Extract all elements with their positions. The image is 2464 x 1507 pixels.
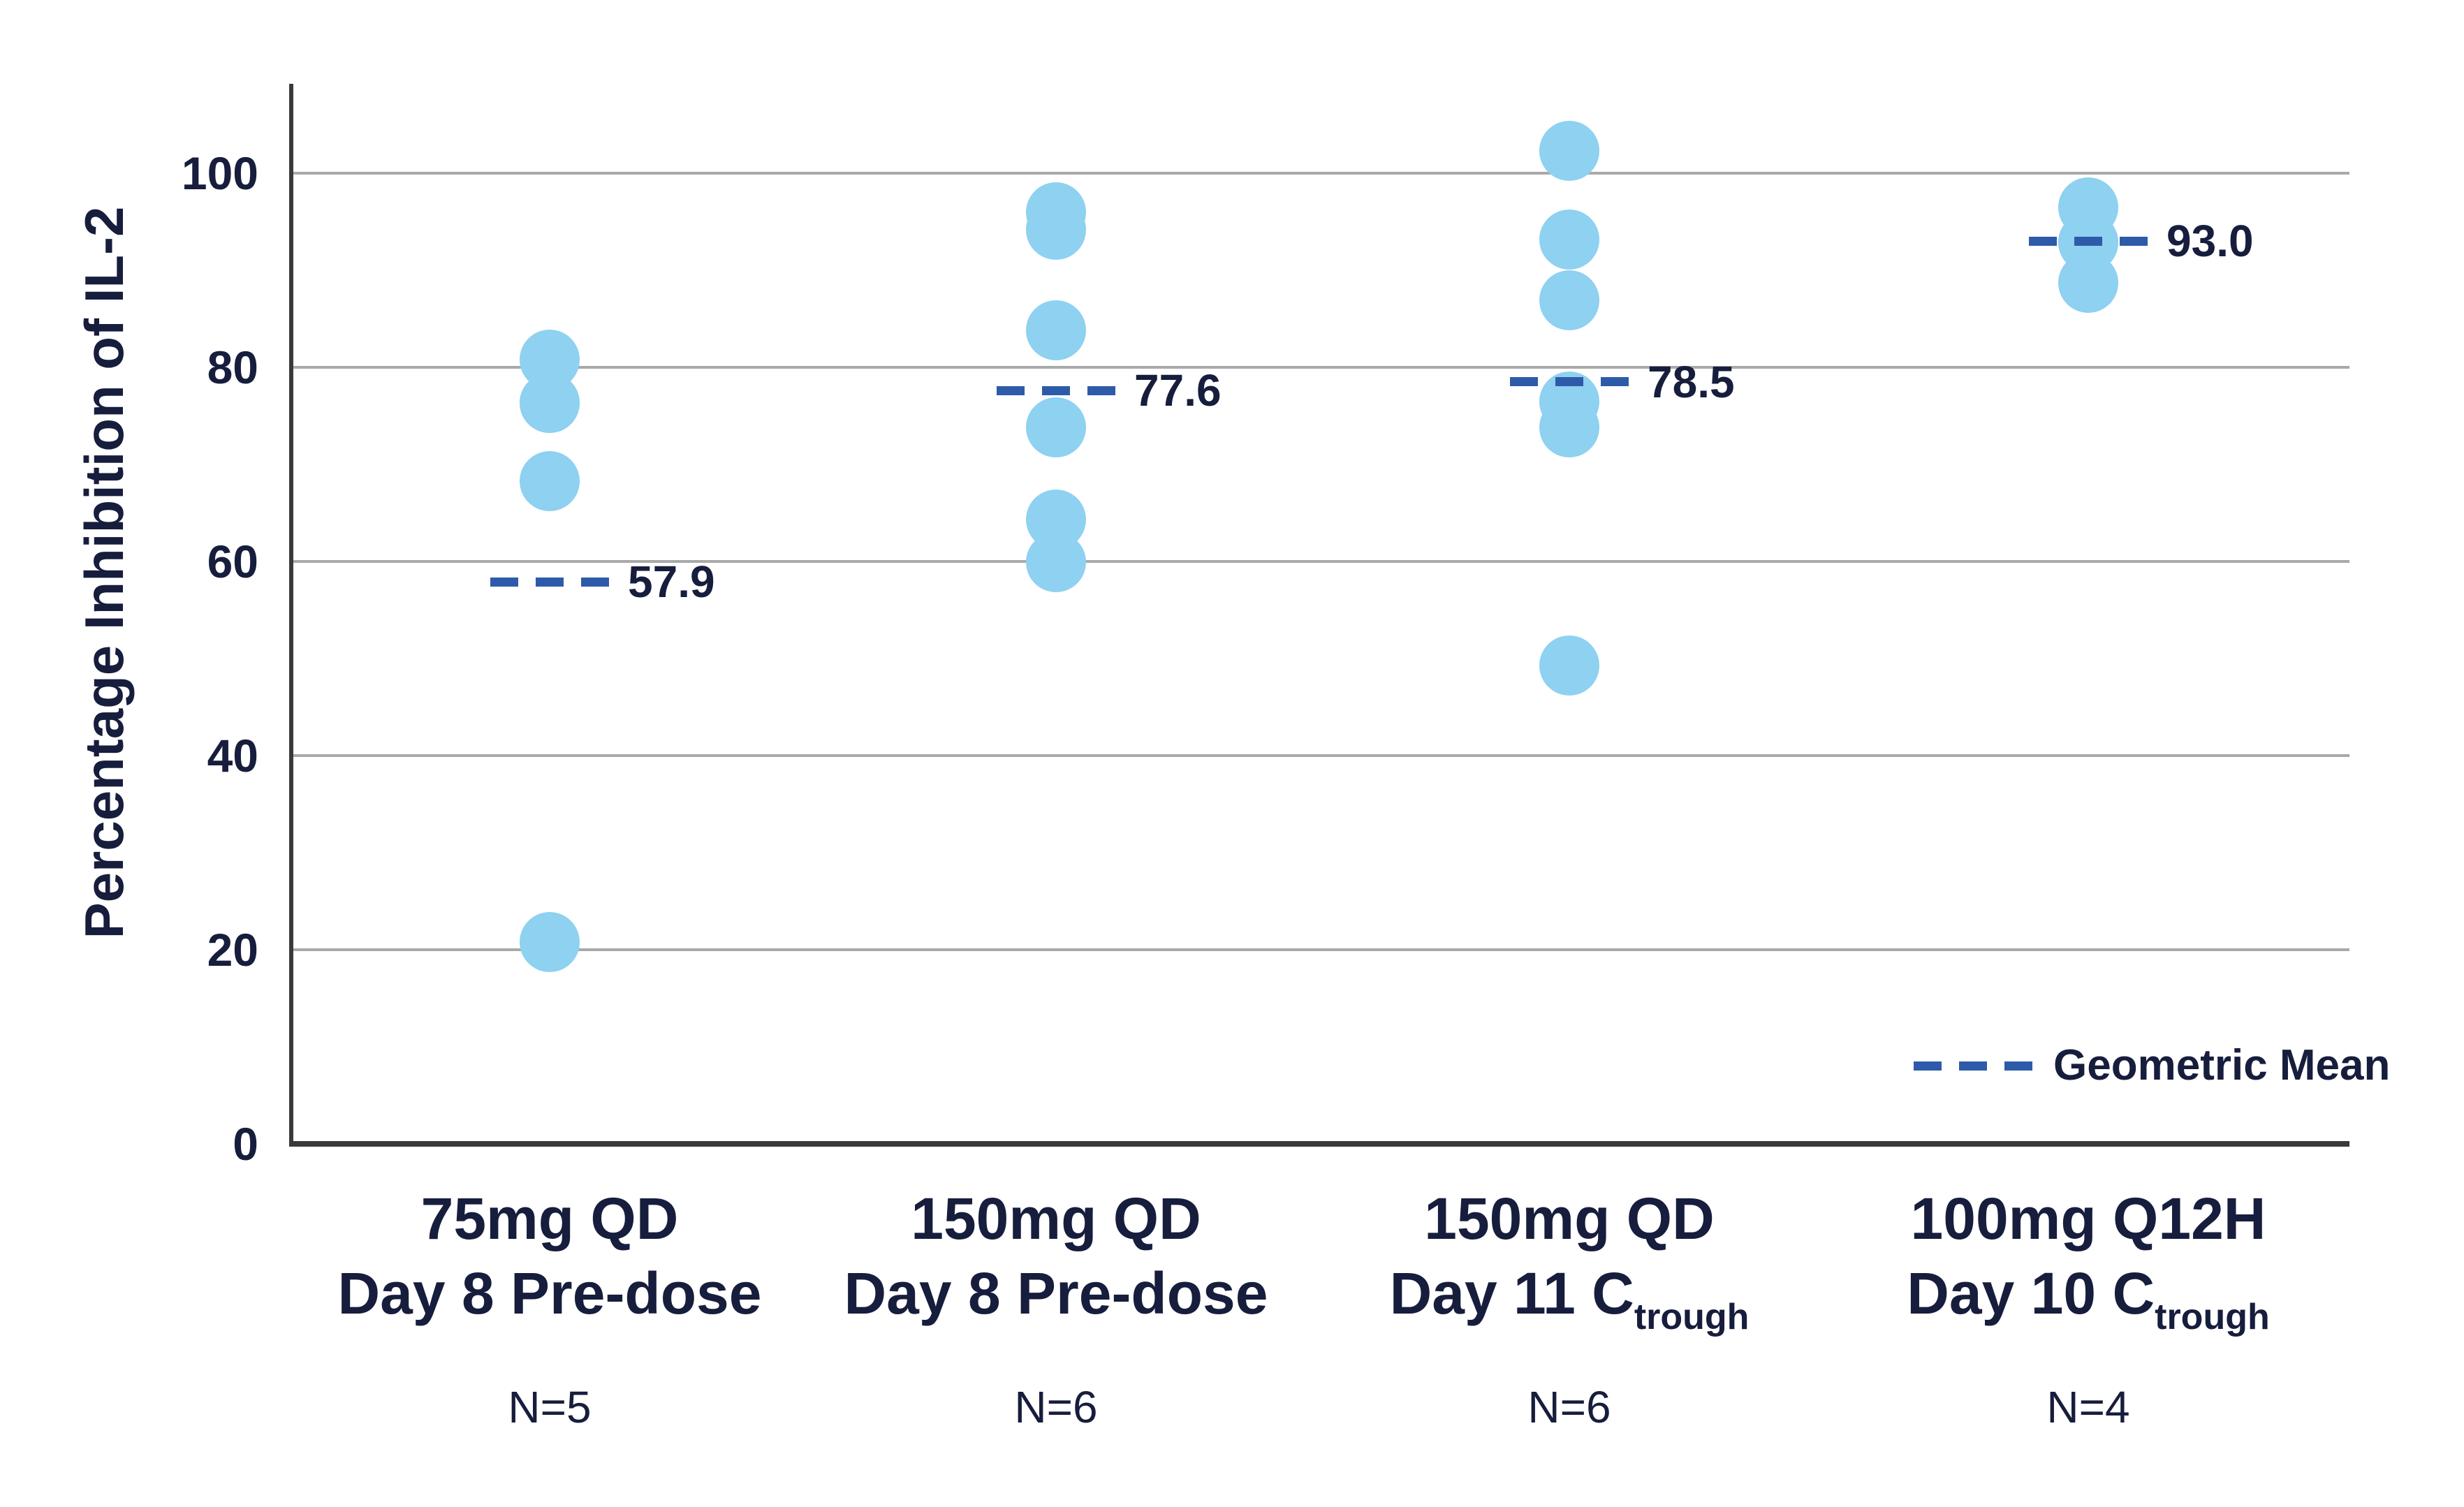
mean-value-label: 57.9 — [628, 557, 715, 608]
y-tick-label-0: 0 — [233, 1118, 258, 1170]
group-label: 150mg QD Day 8 Pre-dose — [756, 1182, 1356, 1331]
data-point — [1539, 121, 1599, 182]
data-point — [1539, 397, 1599, 458]
y-tick-label-20: 20 — [207, 924, 258, 976]
data-point — [1539, 270, 1599, 331]
y-axis-title: Percentage Inhibition of IL-2 — [73, 206, 135, 939]
mean-value-label: 78.5 — [1648, 356, 1735, 407]
data-point — [1026, 300, 1086, 361]
data-point — [2058, 253, 2118, 314]
mean-value-label: 93.0 — [2166, 216, 2254, 267]
data-point — [520, 450, 580, 511]
data-point — [1539, 209, 1599, 270]
group-n-label: N=6 — [1014, 1382, 1098, 1432]
data-point — [520, 373, 580, 434]
y-tick-label-60: 60 — [207, 536, 258, 587]
gridline-20 — [289, 948, 2349, 951]
group-label-line1: 150mg QD — [911, 1186, 1201, 1251]
group-n-label: N=6 — [1527, 1382, 1611, 1432]
mean-line — [997, 385, 1115, 395]
data-point — [1026, 397, 1086, 458]
legend-dash-icon — [1914, 1061, 2032, 1071]
mean-line — [490, 577, 609, 587]
group-label-subscript: trough — [1634, 1297, 1750, 1337]
gridline-40 — [289, 754, 2349, 757]
group-label-line1: 100mg Q12H — [1910, 1186, 2266, 1251]
mean-line — [1510, 377, 1629, 387]
y-tick-label-80: 80 — [207, 341, 258, 393]
y-tick-label-40: 40 — [207, 730, 258, 781]
group-label-line1: 75mg QD — [420, 1186, 679, 1251]
group-label-subscript: trough — [2155, 1297, 2270, 1337]
gridline-60 — [289, 560, 2349, 563]
data-point — [1026, 532, 1086, 593]
mean-line — [2029, 236, 2148, 246]
data-point — [1026, 199, 1086, 260]
x-axis-line — [289, 1141, 2349, 1147]
group-label-line2: Day 8 Pre-dose — [337, 1260, 762, 1326]
mean-value-label: 77.6 — [1134, 365, 1222, 416]
group-label-line2: Day 11 Ctrough — [1389, 1260, 1750, 1337]
group-label: 150mg QD Day 11 Ctrough — [1269, 1182, 1870, 1339]
y-tick-label-100: 100 — [181, 147, 258, 199]
legend-label: Geometric Mean — [2053, 1041, 2391, 1089]
group-n-label: N=4 — [2046, 1382, 2130, 1432]
group-label-line2: Day 8 Pre-dose — [844, 1260, 1268, 1326]
group-label: 100mg Q12H Day 10 Ctrough — [1788, 1182, 2389, 1339]
group-label-line1: 150mg QD — [1424, 1186, 1715, 1251]
group-label: 75mg QD Day 8 Pre-dose — [249, 1182, 850, 1331]
group-label-line2: Day 10 Ctrough — [1907, 1260, 2270, 1337]
y-axis-line — [289, 84, 293, 1147]
data-point — [1539, 635, 1599, 696]
group-n-label: N=5 — [508, 1382, 592, 1432]
data-point — [520, 911, 580, 972]
gridline-80 — [289, 366, 2349, 369]
gridline-100 — [289, 172, 2349, 175]
